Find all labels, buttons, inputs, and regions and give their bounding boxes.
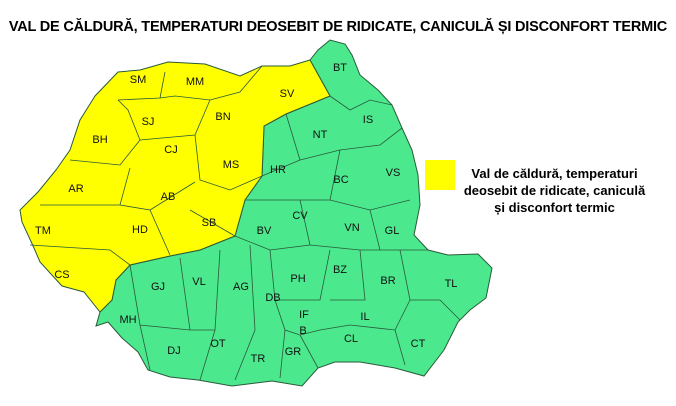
county-label: CT xyxy=(411,338,426,350)
county-label: BR xyxy=(380,275,395,287)
county-label: BZ xyxy=(333,264,347,276)
county-label: GL xyxy=(385,225,400,237)
county-label: OT xyxy=(210,338,226,350)
county-label: DJ xyxy=(167,345,180,357)
county-label: GJ xyxy=(151,281,165,293)
county-label: PH xyxy=(290,273,305,285)
county-label: TR xyxy=(251,353,266,365)
county-label: CL xyxy=(344,333,358,345)
county-label: SB xyxy=(202,217,217,229)
county-borders xyxy=(29,65,461,381)
county-label: CV xyxy=(292,210,308,222)
county-label: SJ xyxy=(142,116,155,128)
county-label: AB xyxy=(161,191,176,203)
county-label: TL xyxy=(445,278,458,290)
county-label: TM xyxy=(35,225,51,237)
county-label: NT xyxy=(313,129,328,141)
county-label: B xyxy=(299,325,306,337)
county-label: HD xyxy=(132,224,148,236)
map-title: VAL DE CĂLDURĂ, TEMPERATURI DEOSEBIT DE … xyxy=(8,19,668,35)
county-label: VS xyxy=(386,167,401,179)
legend-swatch xyxy=(425,160,455,190)
county-label: BN xyxy=(215,111,230,123)
county-label: DB xyxy=(265,292,280,304)
county-label: IF xyxy=(299,309,309,321)
county-label: MH xyxy=(119,314,136,326)
county-label: BV xyxy=(257,225,272,237)
county-label: CJ xyxy=(164,144,177,156)
county-label: VN xyxy=(344,222,359,234)
county-label: MS xyxy=(223,159,240,171)
county-label: BT xyxy=(333,62,347,74)
county-label: SM xyxy=(130,74,147,86)
county-label: AR xyxy=(68,183,83,195)
county-label: GR xyxy=(285,346,302,358)
county-label: BC xyxy=(333,174,348,186)
county-label: SV xyxy=(280,88,295,100)
county-label: MM xyxy=(186,76,204,88)
county-label: HR xyxy=(270,164,286,176)
county-label: AG xyxy=(233,281,249,293)
county-label: BH xyxy=(92,134,107,146)
legend-label: Val de căldură, temperaturi deosebit de … xyxy=(463,166,646,215)
county-label: IS xyxy=(363,114,373,126)
county-label: VL xyxy=(192,276,205,288)
county-label: CS xyxy=(54,269,69,281)
county-label: IL xyxy=(360,311,369,323)
